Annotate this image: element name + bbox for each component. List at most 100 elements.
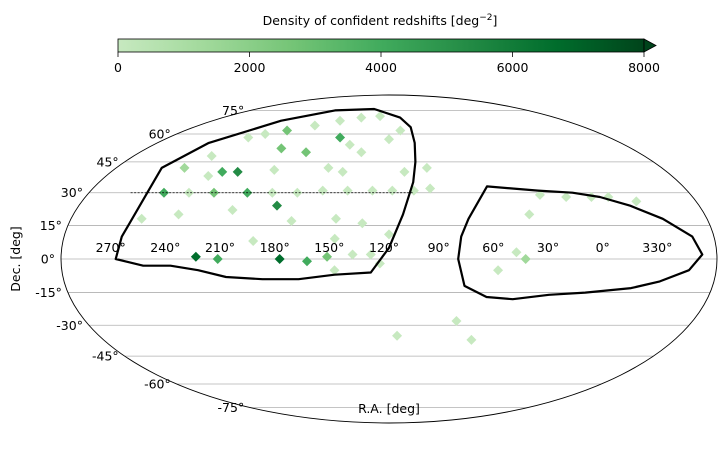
colorbar-tick-label: 8000 (628, 60, 660, 75)
density-cell (217, 166, 228, 177)
density-cell (384, 229, 394, 240)
ra-tick-labels: 270° 240° 210° 180° 150° 120° 90° 60° 30° 0° 330° (96, 240, 673, 255)
ra-tick-label: 150° (314, 240, 344, 255)
colorbar-label: Density of confident redshifts [deg−2] (263, 13, 498, 28)
density-cell (335, 132, 346, 143)
x-axis-label: R.A. [deg] (358, 401, 420, 416)
density-cell (274, 254, 285, 264)
footprint-outline (114, 107, 417, 281)
density-cell (524, 209, 535, 220)
density-cell (206, 151, 217, 162)
dec-tick-label: -30° (56, 318, 83, 333)
density-cell (421, 162, 432, 173)
density-cell (173, 209, 184, 220)
colorbar-ticks: 0 2000 4000 6000 8000 (114, 52, 660, 75)
density-cell (374, 258, 385, 269)
density-cell (511, 247, 522, 258)
colorbar-tick-label: 0 (114, 60, 122, 75)
density-cell (309, 120, 320, 131)
density-cell (356, 112, 367, 123)
ra-tick-label: 0° (596, 240, 610, 255)
density-cell (292, 187, 303, 198)
dec-tick-label: -60° (144, 377, 171, 392)
colorbar: Density of confident redshifts [deg−2] 0… (114, 13, 660, 75)
density-cell (329, 233, 340, 244)
density-cell (466, 334, 477, 345)
density-cell (179, 162, 190, 173)
ra-tick-label: 60° (482, 240, 504, 255)
dec-tick-label: -75° (218, 400, 245, 415)
dec-tick-label: -15° (35, 285, 62, 300)
density-cell (337, 166, 348, 177)
density-cell (269, 164, 280, 175)
density-cell (136, 213, 147, 224)
density-cell (323, 162, 334, 173)
density-cell (301, 147, 312, 158)
density-cell (248, 236, 259, 247)
dec-tick-labels: 75° 60° 45° 30° 15° 0° -15° -30° -45° -60° -75° (35, 103, 244, 415)
density-cell (392, 330, 403, 341)
density-cell (203, 171, 214, 182)
dec-tick-label: 30° (61, 185, 83, 200)
density-cell (282, 125, 293, 136)
density-cell (317, 185, 328, 196)
density-cell (331, 213, 342, 224)
ra-tick-label: 120° (369, 240, 399, 255)
density-cell (322, 251, 333, 262)
density-cell (375, 111, 386, 122)
density-cell (232, 166, 243, 177)
y-axis-label: Dec. [deg] (8, 226, 23, 291)
density-cell (387, 185, 398, 196)
density-cell (183, 187, 194, 198)
density-cell (367, 185, 378, 196)
density-cell (425, 183, 436, 194)
density-cell (212, 254, 223, 264)
colorbar-tick-label: 2000 (234, 60, 266, 75)
density-cell (329, 265, 340, 276)
dec-tick-label: -45° (92, 349, 119, 364)
density-cell (190, 251, 201, 262)
sky-boundary (60, 94, 718, 424)
density-cell (286, 215, 297, 226)
dec-tick-label: 60° (149, 126, 171, 141)
colorbar-tick-label: 4000 (365, 60, 397, 75)
ra-tick-label: 330° (642, 240, 672, 255)
ra-tick-label: 240° (150, 240, 180, 255)
density-cell (534, 189, 545, 200)
ra-tick-label: 270° (96, 240, 126, 255)
density-cell (399, 166, 410, 177)
density-cell (302, 256, 313, 267)
density-cell (208, 187, 219, 198)
dec-tick-label: 75° (222, 103, 244, 118)
ra-tick-label: 180° (260, 240, 290, 255)
density-cell (227, 205, 238, 216)
density-cell (631, 196, 642, 207)
density-cell (493, 265, 504, 276)
density-cell (395, 125, 406, 136)
colorbar-bar (117, 38, 645, 53)
density-cell (335, 115, 346, 126)
density-cell (271, 200, 282, 211)
ra-tick-label: 210° (205, 240, 235, 255)
density-cell (356, 147, 367, 158)
density-cell (260, 128, 271, 139)
density-cell (561, 192, 572, 203)
survey-footprint (114, 107, 704, 301)
footprint-outline (457, 185, 704, 301)
density-cell (384, 134, 394, 145)
sky-map: 270° 240° 210° 180° 150° 120° 90° 60° 30° 0° 330° … (35, 94, 718, 424)
density-cell (243, 132, 254, 143)
density-cell (451, 315, 462, 326)
density-cell (342, 185, 353, 196)
density-cell (347, 249, 358, 260)
colorbar-tick-label: 6000 (497, 60, 529, 75)
density-cell (520, 254, 531, 264)
dec-tick-label: 45° (97, 154, 119, 169)
density-cells (136, 111, 642, 345)
colorbar-extend-arrow (643, 38, 657, 53)
density-cell (276, 143, 287, 154)
ra-tick-label: 90° (428, 240, 450, 255)
density-cell (365, 249, 376, 260)
density-cell (344, 139, 355, 150)
